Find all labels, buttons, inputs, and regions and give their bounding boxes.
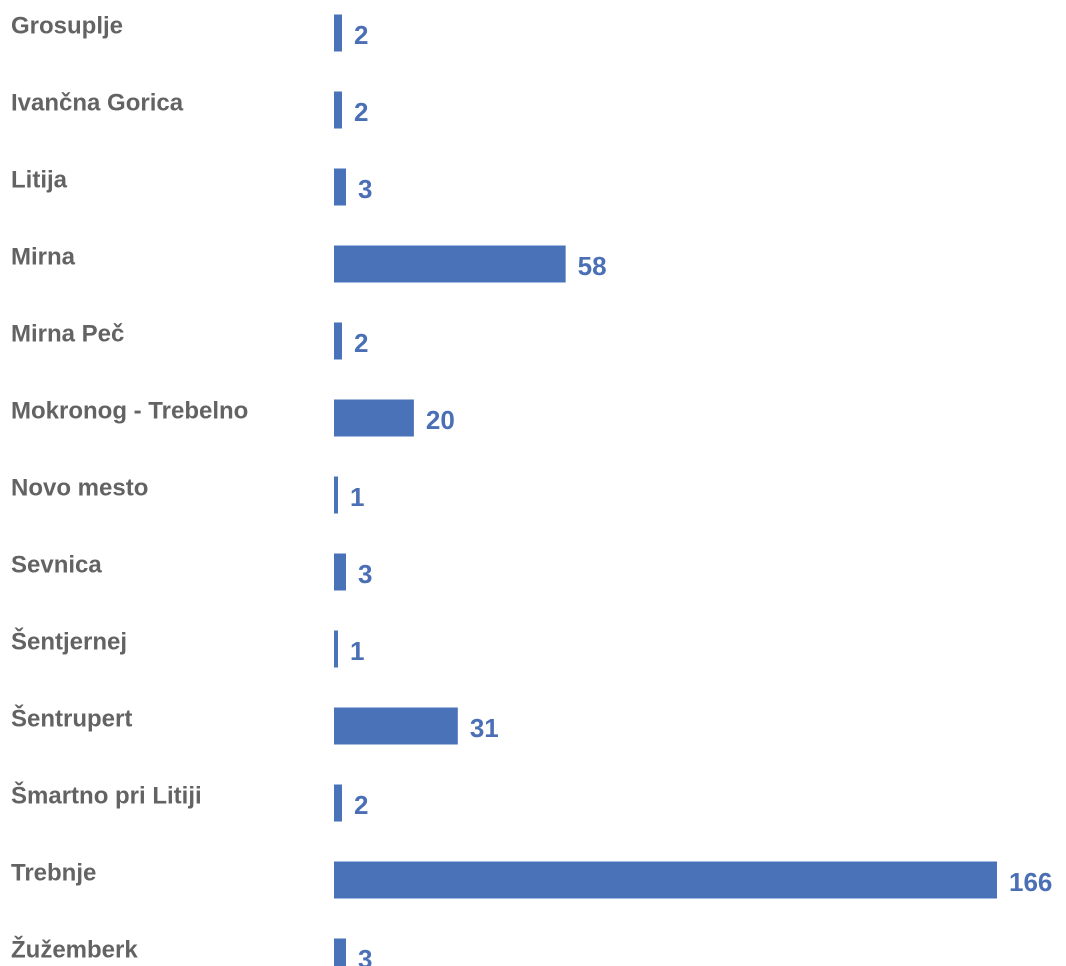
category-label-grosuplje: Grosuplje [11,12,123,39]
bar-trebnje [334,861,997,899]
bar-sevnica [334,553,346,591]
value-label-mirna-pec: 2 [354,328,368,358]
value-label-ivancna-gorica: 2 [354,97,368,127]
value-label-smartno-pri-litiji: 2 [354,790,368,820]
category-label-zuzemberk: Žužemberk [11,935,138,963]
value-label-mokronog-trebelno: 20 [426,405,455,435]
category-label-litija: Litija [11,166,68,193]
bar-grosuplje [334,14,342,52]
category-labels: Grosuplje Ivančna Gorica Litija Mirna Mirna … [11,12,248,963]
bar-sentrupert [334,707,458,745]
bar-mirna-pec [334,322,342,360]
category-label-smartno-pri-litiji: Šmartno pri Litiji [11,781,202,809]
bar-mirna [334,245,566,283]
value-label-trebnje: 166 [1009,867,1052,897]
bar-ivancna-gorica [334,91,342,129]
category-label-sentrupert: Šentrupert [11,704,132,732]
value-label-novo-mesto: 1 [350,482,364,512]
bar-litija [334,168,346,206]
value-label-sentjernej: 1 [350,636,364,666]
category-label-mirna: Mirna [11,243,76,270]
value-label-grosuplje: 2 [354,20,368,50]
bar-zuzemberk [334,938,346,966]
value-label-zuzemberk: 3 [358,944,372,966]
bar-novo-mesto [334,476,338,514]
bars [334,14,997,966]
category-label-trebnje: Trebnje [11,859,96,886]
category-label-mokronog-trebelno: Mokronog - Trebelno [11,397,248,424]
category-label-mirna-pec: Mirna Peč [11,320,124,347]
bar-mokronog-trebelno [334,399,414,437]
category-label-novo-mesto: Novo mesto [11,474,148,501]
category-label-sevnica: Sevnica [11,551,102,578]
category-label-sentjernej: Šentjernej [11,627,127,655]
category-label-ivancna-gorica: Ivančna Gorica [11,89,184,116]
bar-smartno-pri-litiji [334,784,342,822]
value-label-litija: 3 [358,174,372,204]
value-label-mirna: 58 [578,251,607,281]
value-label-sevnica: 3 [358,559,372,589]
value-label-sentrupert: 31 [470,713,499,743]
bar-sentjernej [334,630,338,668]
